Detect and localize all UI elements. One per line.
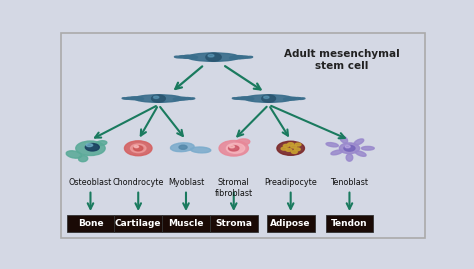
Ellipse shape: [179, 145, 187, 149]
Ellipse shape: [134, 146, 143, 151]
Ellipse shape: [179, 56, 190, 58]
Ellipse shape: [236, 139, 250, 145]
Ellipse shape: [86, 144, 93, 147]
Ellipse shape: [245, 95, 292, 102]
Ellipse shape: [331, 150, 343, 155]
Ellipse shape: [227, 143, 245, 153]
Ellipse shape: [122, 98, 129, 99]
Ellipse shape: [283, 144, 289, 147]
Ellipse shape: [229, 145, 235, 148]
Ellipse shape: [277, 141, 304, 155]
Text: Chondrocyte: Chondrocyte: [112, 178, 164, 187]
Ellipse shape: [356, 151, 366, 156]
Text: Tenoblast: Tenoblast: [330, 178, 368, 187]
FancyBboxPatch shape: [162, 215, 210, 232]
Text: Adult mesenchymal
stem cell: Adult mesenchymal stem cell: [284, 49, 400, 71]
Ellipse shape: [173, 97, 187, 100]
Ellipse shape: [262, 95, 275, 102]
Ellipse shape: [126, 97, 136, 100]
Ellipse shape: [354, 139, 364, 145]
Ellipse shape: [188, 98, 195, 100]
FancyBboxPatch shape: [210, 215, 258, 232]
Ellipse shape: [345, 145, 350, 148]
Ellipse shape: [326, 143, 338, 147]
Ellipse shape: [281, 147, 287, 150]
Ellipse shape: [229, 56, 244, 59]
Ellipse shape: [240, 97, 254, 100]
Ellipse shape: [206, 53, 221, 61]
Ellipse shape: [228, 146, 239, 151]
Ellipse shape: [237, 56, 248, 59]
Ellipse shape: [134, 146, 138, 148]
Ellipse shape: [237, 97, 246, 100]
Ellipse shape: [135, 95, 182, 102]
Ellipse shape: [344, 145, 355, 151]
Ellipse shape: [219, 140, 248, 156]
Ellipse shape: [298, 98, 305, 100]
Ellipse shape: [130, 97, 144, 100]
Ellipse shape: [294, 148, 300, 151]
Ellipse shape: [339, 143, 360, 154]
Ellipse shape: [183, 55, 198, 59]
Ellipse shape: [292, 151, 297, 153]
Text: Osteoblast: Osteoblast: [69, 178, 112, 187]
Ellipse shape: [181, 98, 191, 100]
FancyBboxPatch shape: [66, 215, 114, 232]
Text: Preadipocyte: Preadipocyte: [264, 178, 317, 187]
Ellipse shape: [191, 147, 211, 153]
FancyBboxPatch shape: [326, 215, 374, 232]
Ellipse shape: [152, 95, 165, 102]
Ellipse shape: [246, 56, 253, 58]
FancyBboxPatch shape: [114, 215, 162, 232]
Ellipse shape: [79, 155, 88, 162]
Ellipse shape: [96, 141, 107, 146]
Ellipse shape: [291, 98, 301, 100]
Text: Stromal
fibroblast: Stromal fibroblast: [215, 178, 253, 198]
Ellipse shape: [286, 148, 292, 151]
Ellipse shape: [346, 154, 353, 161]
Ellipse shape: [188, 53, 239, 61]
Ellipse shape: [361, 146, 374, 150]
Ellipse shape: [291, 145, 297, 148]
Text: Myoblast: Myoblast: [168, 178, 204, 187]
Ellipse shape: [295, 143, 301, 146]
Ellipse shape: [66, 151, 82, 158]
Ellipse shape: [125, 141, 152, 156]
Ellipse shape: [208, 54, 214, 57]
Ellipse shape: [130, 144, 146, 153]
Text: Muscle: Muscle: [168, 219, 204, 228]
Ellipse shape: [288, 143, 293, 146]
Text: Adipose: Adipose: [271, 219, 311, 228]
Ellipse shape: [174, 56, 182, 58]
Ellipse shape: [340, 136, 347, 143]
Text: Bone: Bone: [78, 219, 103, 228]
Ellipse shape: [171, 143, 194, 152]
Ellipse shape: [76, 141, 105, 155]
Ellipse shape: [283, 97, 297, 100]
Text: Tendon: Tendon: [331, 219, 368, 228]
Ellipse shape: [154, 96, 159, 98]
Ellipse shape: [85, 143, 99, 151]
Ellipse shape: [264, 96, 269, 98]
Text: Cartilage: Cartilage: [115, 219, 162, 228]
Ellipse shape: [232, 98, 239, 99]
FancyBboxPatch shape: [267, 215, 315, 232]
Text: Stroma: Stroma: [215, 219, 252, 228]
